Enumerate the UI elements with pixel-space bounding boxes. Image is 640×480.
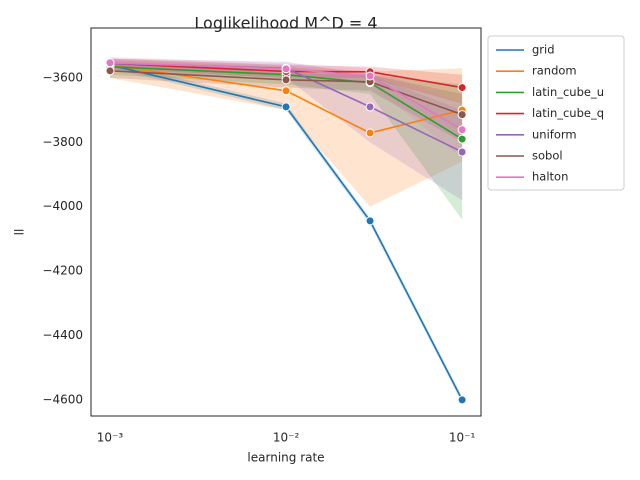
point (365, 128, 375, 138)
y-tick-label: −4000 (42, 199, 83, 213)
point (457, 134, 467, 144)
point (105, 58, 115, 68)
confidence-band (109, 58, 463, 207)
point (365, 71, 375, 81)
series-line (109, 64, 463, 134)
legend-label: latin_cube_q (532, 106, 604, 120)
x-tick-label: 10⁻¹ (449, 431, 476, 445)
confidence-band (109, 58, 463, 201)
point (105, 66, 115, 76)
series-line (109, 61, 463, 131)
y-tick-label: −4600 (42, 392, 83, 406)
legend-label: sobol (532, 149, 563, 163)
point (281, 64, 291, 74)
point (457, 395, 467, 405)
series-line (109, 65, 463, 140)
point (365, 102, 375, 112)
series-line (109, 70, 463, 116)
confidence-band (109, 60, 463, 220)
point (457, 83, 467, 93)
point (457, 110, 467, 120)
x-tick-label: 10⁻³ (97, 431, 124, 445)
y-tick-label: −3600 (42, 70, 83, 84)
legend-label: random (532, 64, 577, 78)
y-axis-label: ll (13, 229, 27, 236)
point (281, 102, 291, 112)
x-axis-label: learning rate (247, 451, 324, 465)
point (281, 86, 291, 96)
point (281, 75, 291, 85)
chart-title: Loglikelihood M^D = 4 (194, 14, 377, 33)
point (365, 216, 375, 226)
legend-label: grid (532, 43, 555, 57)
legend-box (487, 35, 625, 191)
x-tick-label: 10⁻² (273, 431, 300, 445)
legend-label: latin_cube_u (532, 85, 604, 99)
y-tick-label: −4400 (42, 328, 83, 342)
legend-label: uniform (532, 127, 577, 141)
y-tick-label: −3800 (42, 135, 83, 149)
legend-label: halton (532, 170, 568, 184)
series-line (109, 64, 463, 401)
point (457, 125, 467, 135)
series-line (109, 62, 463, 89)
plot-frame (90, 27, 482, 417)
y-tick-label: −4200 (42, 264, 83, 278)
point (457, 147, 467, 157)
